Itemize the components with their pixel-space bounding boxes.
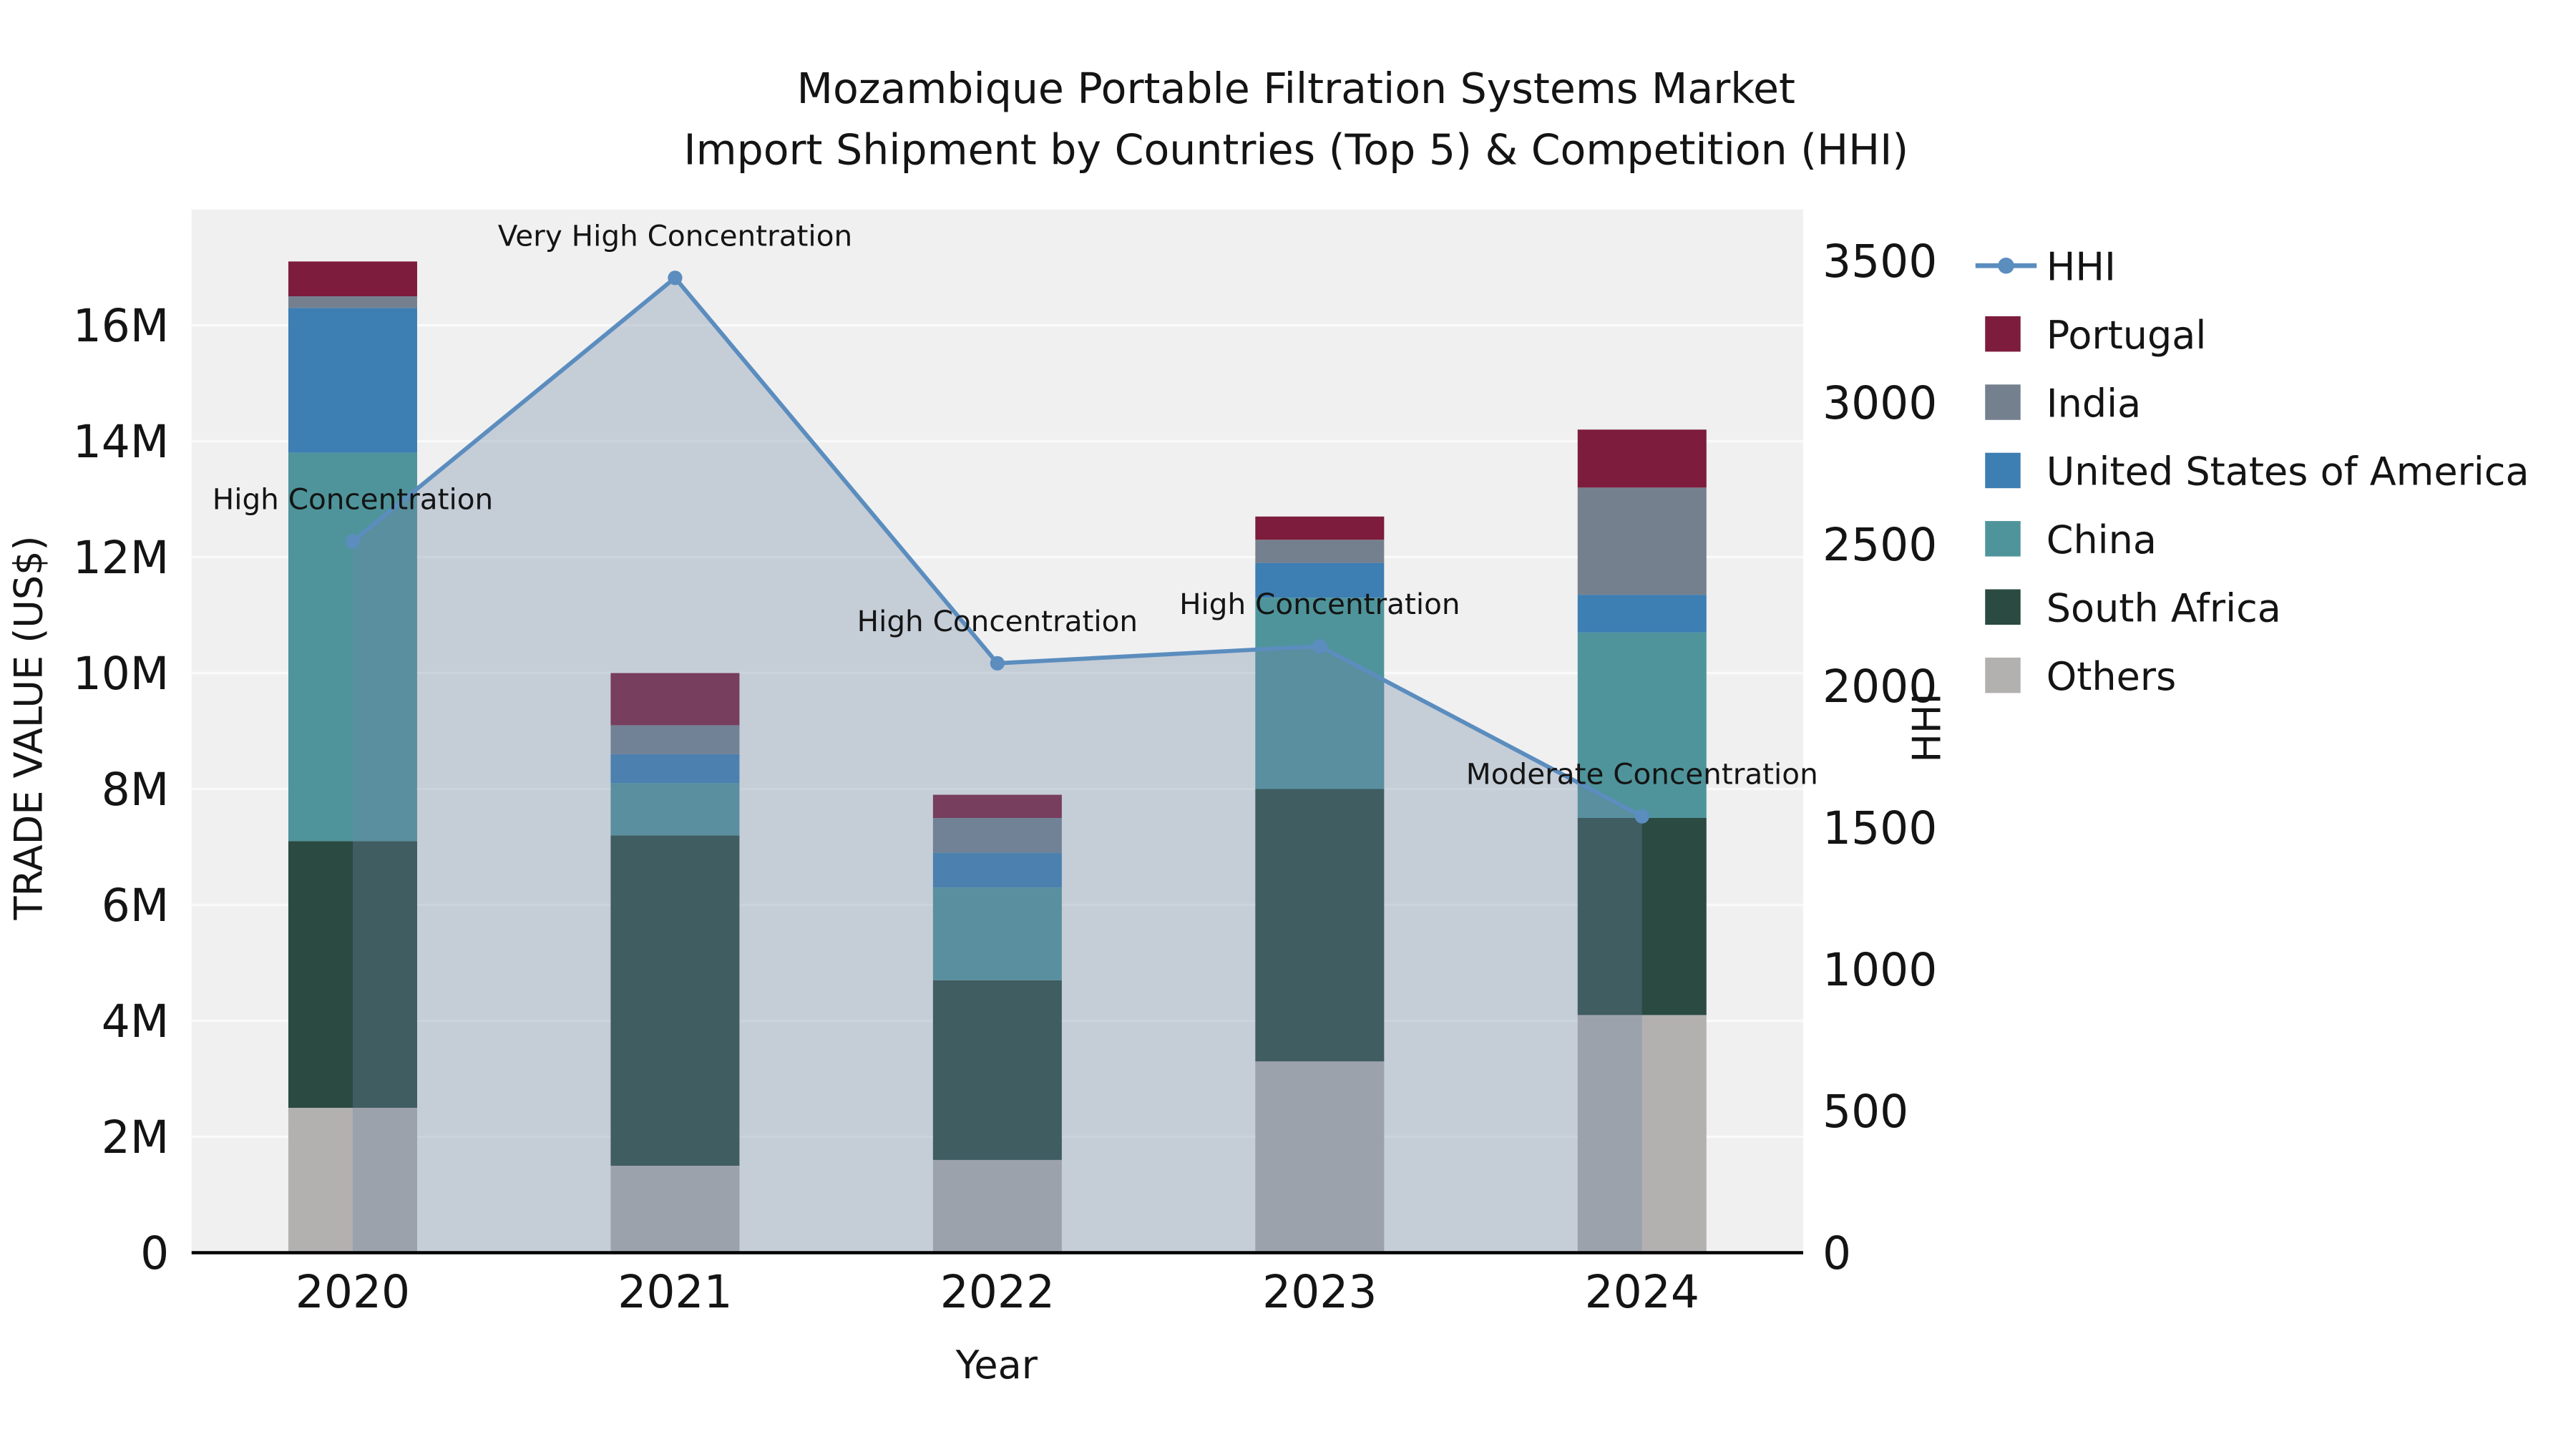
bar-segment-united-states-of-america-2023	[1255, 562, 1385, 598]
legend-item-hhi: HHI	[1975, 245, 2116, 290]
bar-segment-united-states-of-america-2024	[1577, 595, 1707, 633]
x-tick-2024: 2024	[1585, 1266, 1699, 1318]
legend: HHI Portugal India United States of America…	[1975, 245, 2529, 699]
y-right-tick-3500: 3500	[1823, 235, 1937, 288]
bar-segment-others-2021	[610, 1166, 740, 1253]
legend-item-india: India	[1985, 381, 2141, 426]
y-left-tick-14m: 14M	[73, 416, 170, 468]
legend-color-swatch	[1985, 384, 2021, 420]
y-axis-left-label: TRADE VALUE (US$)	[6, 535, 51, 920]
bar-segment-south-africa-2022	[932, 980, 1062, 1160]
hhi-point-2024	[1634, 809, 1649, 824]
legend-label: China	[2046, 517, 2157, 562]
hhi-point-2022	[990, 656, 1005, 671]
bar-segment-others-2022	[932, 1159, 1062, 1253]
y-left-tick-8m: 8M	[102, 764, 169, 816]
annotation-2022: High Concentration	[857, 604, 1138, 638]
legend-label: HHI	[2046, 245, 2116, 290]
annotation-2024: Moderate Concentration	[1466, 757, 1818, 791]
bar-segment-others-2020	[288, 1108, 417, 1253]
y-left-tick-6m: 6M	[102, 880, 169, 932]
y-right-tick-3000: 3000	[1823, 377, 1937, 429]
legend-color-swatch	[1985, 452, 2021, 489]
bar-segment-china-2023	[1255, 598, 1385, 789]
bar-segment-india-2023	[1255, 540, 1385, 563]
bar-segment-china-2020	[288, 452, 417, 842]
bar-segment-portugal-2021	[610, 673, 740, 726]
bar-segment-china-2021	[610, 783, 740, 836]
bar-segment-south-africa-2023	[1255, 789, 1385, 1062]
bar-segment-others-2024	[1577, 1015, 1707, 1253]
y-right-tick-500: 500	[1823, 1086, 1908, 1138]
bar-segment-united-states-of-america-2020	[288, 308, 417, 453]
annotations: High Concentration Very High Concentratio…	[213, 218, 1818, 791]
bar-segment-portugal-2022	[932, 794, 1062, 818]
bar-segment-india-2022	[932, 818, 1062, 853]
bar-segment-portugal-2023	[1255, 516, 1385, 540]
hhi-area-fill	[352, 278, 1642, 1253]
legend-label: United States of America	[2046, 449, 2529, 494]
y-right-tick-0: 0	[1823, 1227, 1851, 1280]
y-left-tick-0: 0	[140, 1227, 169, 1280]
stacked-bars	[288, 261, 1707, 1253]
legend-label: India	[2046, 381, 2142, 426]
bar-segment-south-africa-2021	[610, 835, 740, 1166]
bar-segment-united-states-of-america-2022	[932, 852, 1062, 888]
y-right-tick-1000: 1000	[1823, 944, 1937, 996]
legend-label: South Africa	[2046, 586, 2281, 631]
hhi-line	[345, 271, 1649, 824]
y-right-tick-2500: 2500	[1823, 519, 1937, 571]
hhi-area	[352, 278, 1642, 1253]
axes: 0 2M 4M 6M 8M 10M 12M 14M 16M 0 500 1000 1500 2000 250…	[73, 235, 1938, 1318]
bar-segment-portugal-2024	[1577, 429, 1707, 488]
y-left-tick-12m: 12M	[73, 532, 170, 584]
x-tick-2021: 2021	[618, 1266, 732, 1318]
y-left-tick-2m: 2M	[102, 1111, 169, 1164]
hhi-point-2020	[345, 534, 361, 549]
y-left-tick-4m: 4M	[102, 995, 169, 1048]
y-right-tick-1500: 1500	[1823, 802, 1937, 854]
x-tick-2022: 2022	[940, 1266, 1055, 1318]
x-axis-label: Year	[955, 1343, 1038, 1388]
legend-item-portugal: Portugal	[1985, 313, 2206, 358]
chart-title-line1: Mozambique Portable Filtration Systems M…	[797, 64, 1796, 113]
bar-segment-south-africa-2024	[1577, 818, 1707, 1015]
hhi-point-2021	[668, 271, 683, 286]
y-axis-right-label: HHI	[1904, 693, 1949, 762]
bar-segment-south-africa-2020	[288, 841, 417, 1108]
annotation-2023: High Concentration	[1179, 587, 1460, 621]
y-right-tick-2000: 2000	[1823, 661, 1937, 713]
legend-label: Portugal	[2046, 313, 2207, 358]
legend-color-swatch	[1985, 521, 2021, 557]
legend-item-south-africa: South Africa	[1985, 586, 2281, 631]
hhi-point-2023	[1312, 638, 1327, 654]
bar-segment-india-2021	[610, 725, 740, 754]
bar-segment-india-2024	[1577, 487, 1707, 595]
x-tick-2023: 2023	[1262, 1266, 1377, 1318]
legend-label: Others	[2046, 654, 2176, 699]
x-tick-2020: 2020	[296, 1266, 410, 1318]
legend-item-others: Others	[1985, 654, 2176, 699]
bar-segment-china-2022	[932, 887, 1062, 980]
y-left-tick-10m: 10M	[73, 648, 170, 700]
legend-line-marker-icon	[1998, 258, 2014, 274]
legend-item-united-states-of-america: United States of America	[1985, 449, 2529, 494]
legend-color-swatch	[1985, 589, 2021, 625]
bar-segment-india-2020	[288, 296, 417, 308]
annotation-2020: High Concentration	[213, 482, 493, 517]
bar-segment-others-2023	[1255, 1061, 1385, 1253]
annotation-2021: Very High Concentration	[498, 218, 852, 253]
chart-title-line2: Import Shipment by Countries (Top 5) & C…	[683, 126, 1908, 175]
legend-color-swatch	[1985, 316, 2021, 352]
bar-segment-portugal-2020	[288, 261, 417, 296]
bar-segment-united-states-of-america-2021	[610, 754, 740, 784]
legend-color-swatch	[1985, 657, 2021, 693]
bar-segment-china-2024	[1577, 632, 1707, 818]
y-left-tick-16m: 16M	[73, 300, 170, 352]
legend-item-china: China	[1985, 517, 2157, 562]
